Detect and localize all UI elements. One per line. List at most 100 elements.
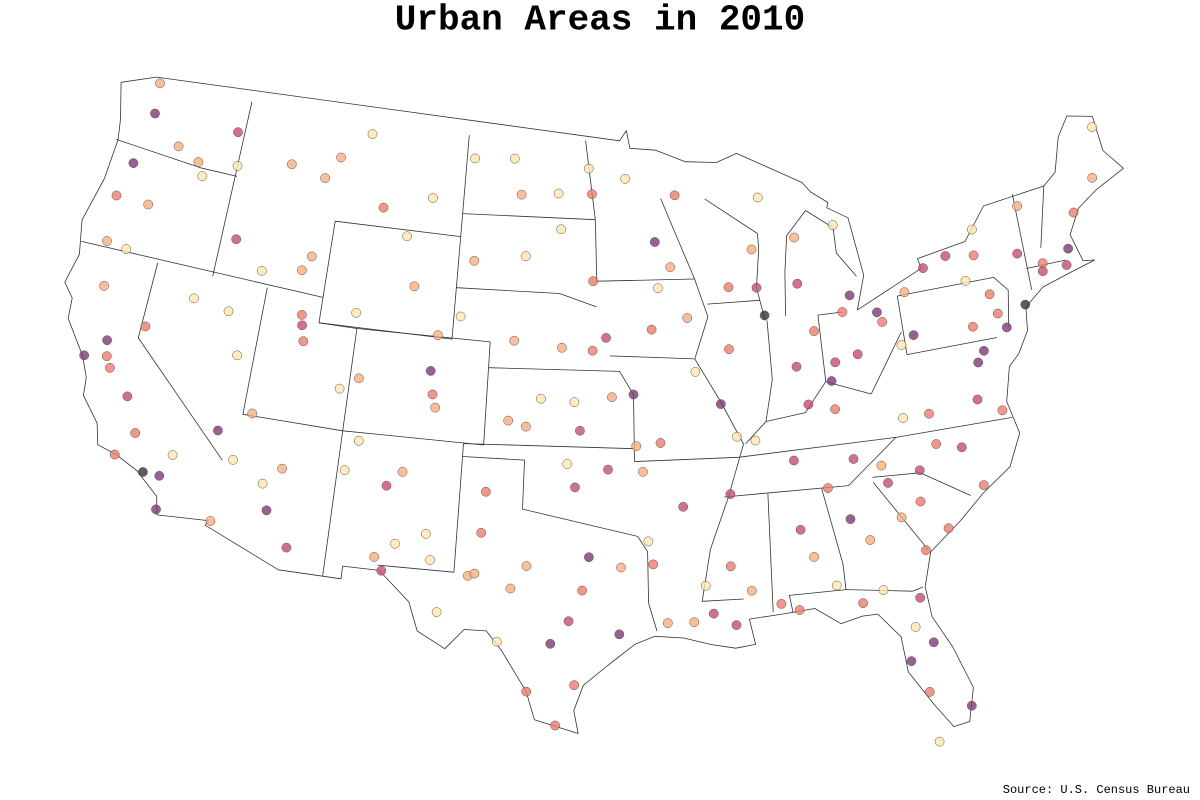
urban-area bbox=[789, 232, 799, 243]
urban-area bbox=[858, 598, 868, 608]
urban-area bbox=[631, 441, 642, 451]
urban-area bbox=[723, 282, 734, 293]
urban-area bbox=[105, 362, 115, 373]
state-border bbox=[488, 367, 635, 462]
urban-area bbox=[968, 321, 978, 332]
urban-area bbox=[378, 202, 389, 213]
urban-area bbox=[509, 153, 520, 164]
urban-area bbox=[603, 464, 613, 475]
urban-area bbox=[931, 439, 942, 449]
urban-area bbox=[428, 193, 438, 203]
urban-area bbox=[648, 559, 659, 570]
urban-area bbox=[614, 629, 625, 640]
urban-area bbox=[550, 720, 560, 731]
urban-area bbox=[653, 283, 663, 294]
urban-area bbox=[213, 425, 223, 436]
urban-area bbox=[601, 333, 611, 343]
urban-area bbox=[803, 399, 814, 410]
urban-area bbox=[228, 454, 238, 465]
urban-area bbox=[715, 399, 726, 409]
urban-area bbox=[297, 265, 307, 276]
urban-area bbox=[409, 281, 420, 292]
urban-area bbox=[678, 501, 689, 512]
state-border bbox=[1040, 185, 1045, 248]
state-border bbox=[342, 328, 491, 446]
urban-area bbox=[223, 306, 234, 317]
urban-area bbox=[173, 141, 184, 152]
urban-area bbox=[430, 402, 441, 413]
urban-area bbox=[353, 435, 364, 446]
urban-area bbox=[143, 199, 154, 210]
urban-area bbox=[503, 415, 514, 426]
state-border bbox=[765, 320, 773, 422]
urban-area bbox=[845, 514, 856, 524]
state-border bbox=[116, 139, 238, 177]
urban-area bbox=[427, 389, 438, 400]
urban-area bbox=[231, 234, 242, 245]
urban-area bbox=[339, 465, 350, 476]
state-borders bbox=[64, 76, 1124, 734]
urban-area bbox=[193, 157, 204, 167]
urban-area bbox=[968, 250, 979, 261]
urban-area bbox=[924, 408, 934, 419]
urban-area bbox=[910, 622, 921, 632]
urban-area bbox=[725, 561, 736, 572]
urban-area bbox=[369, 552, 380, 562]
urban-area bbox=[795, 524, 806, 535]
state-border bbox=[212, 101, 253, 277]
urban-area bbox=[877, 317, 888, 327]
state-border bbox=[318, 220, 462, 340]
urban-area bbox=[491, 636, 502, 647]
urban-area bbox=[351, 307, 362, 318]
urban-area bbox=[792, 278, 803, 289]
urban-area bbox=[789, 455, 799, 466]
urban-area bbox=[826, 376, 837, 386]
urban-area bbox=[940, 251, 951, 261]
urban-area bbox=[966, 700, 977, 711]
state-border bbox=[895, 417, 1013, 438]
urban-area bbox=[505, 583, 516, 594]
urban-area bbox=[257, 478, 268, 489]
urban-area bbox=[725, 489, 736, 499]
urban-area bbox=[1068, 207, 1079, 218]
state-border bbox=[724, 437, 897, 498]
urban-area bbox=[121, 244, 132, 254]
urban-area bbox=[521, 421, 531, 432]
urban-area bbox=[973, 357, 984, 368]
state-border bbox=[767, 493, 774, 613]
state-border bbox=[462, 456, 658, 632]
urban-area bbox=[189, 293, 199, 304]
urban-area bbox=[109, 449, 120, 460]
urban-area bbox=[607, 392, 617, 403]
urban-area bbox=[924, 687, 935, 697]
urban-area bbox=[984, 289, 995, 300]
urban-area bbox=[481, 486, 491, 497]
urban-area bbox=[469, 255, 480, 266]
urban-area bbox=[588, 276, 598, 287]
urban-area bbox=[616, 562, 626, 573]
state-border bbox=[463, 443, 635, 450]
urban-area bbox=[1012, 201, 1022, 211]
state-border bbox=[460, 135, 470, 237]
state-border bbox=[585, 140, 695, 282]
urban-area bbox=[421, 528, 431, 539]
state-border bbox=[817, 315, 827, 382]
urban-area bbox=[425, 366, 436, 376]
urban-area bbox=[516, 189, 527, 200]
state-border bbox=[745, 331, 902, 445]
state-border bbox=[897, 277, 1010, 328]
urban-area bbox=[570, 482, 580, 493]
urban-area bbox=[397, 467, 408, 477]
country-outline bbox=[64, 76, 1124, 734]
urban-area bbox=[167, 450, 178, 460]
urban-area bbox=[281, 542, 292, 553]
urban-area bbox=[320, 173, 330, 183]
urban-area bbox=[469, 568, 480, 579]
urban-area bbox=[536, 393, 546, 404]
urban-area bbox=[732, 431, 742, 442]
urban-area bbox=[297, 309, 307, 320]
urban-area bbox=[232, 161, 243, 171]
state-border bbox=[456, 287, 597, 308]
urban-area bbox=[1012, 248, 1023, 259]
urban-area bbox=[809, 326, 819, 336]
